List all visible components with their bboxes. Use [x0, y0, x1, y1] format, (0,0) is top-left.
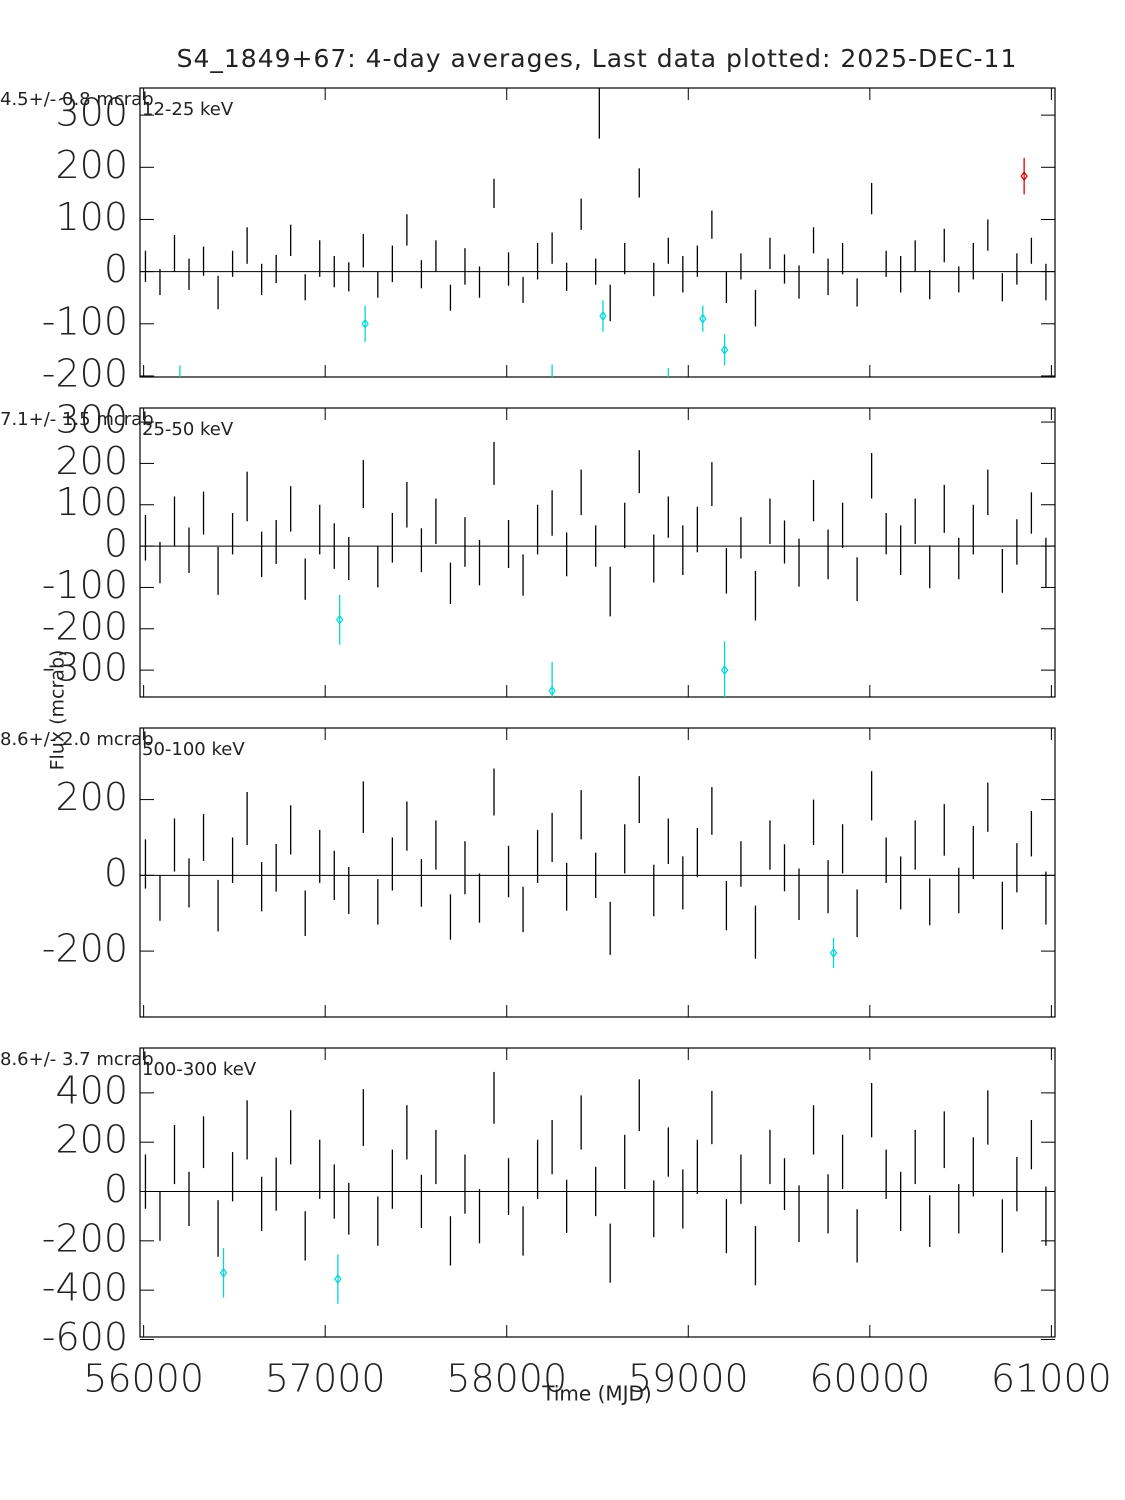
y-tick-label: -200	[42, 1216, 128, 1260]
y-tick-label: -200	[42, 604, 128, 648]
energy-band: 25-50 keV	[142, 419, 234, 440]
y-tick-label: 200	[55, 775, 128, 819]
energy-band: 100-300 keV	[142, 1059, 257, 1080]
x-tick-label: 57000	[265, 1357, 386, 1401]
energy-band: 50-100 keV	[142, 739, 245, 760]
y-tick-label: -200	[42, 351, 128, 395]
mean-flux: 8.6+/- 3.7 mcrab	[0, 1049, 154, 1070]
chart-title: S4_1849+67: 4-day averages, Last data pl…	[177, 44, 1018, 73]
data-point	[720, 665, 729, 676]
data-point	[361, 318, 369, 329]
data-point	[334, 1274, 342, 1285]
y-tick-label: -100	[42, 563, 128, 607]
mean-flux: 8.6+/- 2.0 mcrab	[0, 729, 154, 750]
x-tick-label: 61000	[991, 1357, 1112, 1401]
data-point	[335, 614, 344, 625]
data-point	[548, 685, 556, 696]
plot-frame	[139, 87, 1056, 378]
y-tick-label: 100	[55, 480, 128, 524]
y-tick-label: -400	[42, 1266, 128, 1310]
y-tick-label: 0	[104, 1167, 128, 1211]
mean-flux: 4.5+/- 0.8 mcrab	[0, 89, 154, 110]
y-tick-label: 400	[55, 1068, 128, 1112]
y-tick-label: 0	[104, 851, 128, 895]
y-tick-label: 0	[104, 522, 128, 566]
y-tick-label: 300	[55, 398, 128, 442]
data-point	[599, 310, 607, 321]
x-tick-label: 59000	[628, 1357, 749, 1401]
energy-band: 12-25 keV	[142, 99, 234, 120]
data-point	[699, 313, 707, 324]
y-tick-label: 100	[55, 195, 128, 239]
data-point	[1020, 171, 1028, 182]
plot-frame	[139, 407, 1056, 698]
x-tick-label: 58000	[446, 1357, 567, 1401]
y-tick-label: -600	[42, 1315, 128, 1359]
x-axis-label: Time (MJD)	[541, 1382, 651, 1406]
mean-flux: 7.1+/- 1.5 mcrab	[0, 409, 154, 430]
y-tick-label: 200	[55, 1118, 128, 1162]
y-tick-label: -200	[42, 927, 128, 971]
x-tick-label: 60000	[809, 1357, 930, 1401]
y-tick-label: 0	[104, 247, 128, 291]
y-tick-label: 300	[55, 91, 128, 135]
y-tick-label: -300	[42, 646, 128, 690]
plot-frame	[139, 1047, 1056, 1338]
y-tick-label: -100	[42, 299, 128, 343]
y-tick-label: 200	[55, 439, 128, 483]
plot-frame	[139, 727, 1056, 1018]
data-point	[829, 947, 838, 958]
y-axis-label: Flux (mcrab)	[47, 650, 69, 771]
data-point	[720, 344, 729, 355]
x-tick-label: 56000	[83, 1357, 204, 1401]
data-point	[219, 1267, 228, 1278]
y-tick-label: 200	[55, 143, 128, 187]
